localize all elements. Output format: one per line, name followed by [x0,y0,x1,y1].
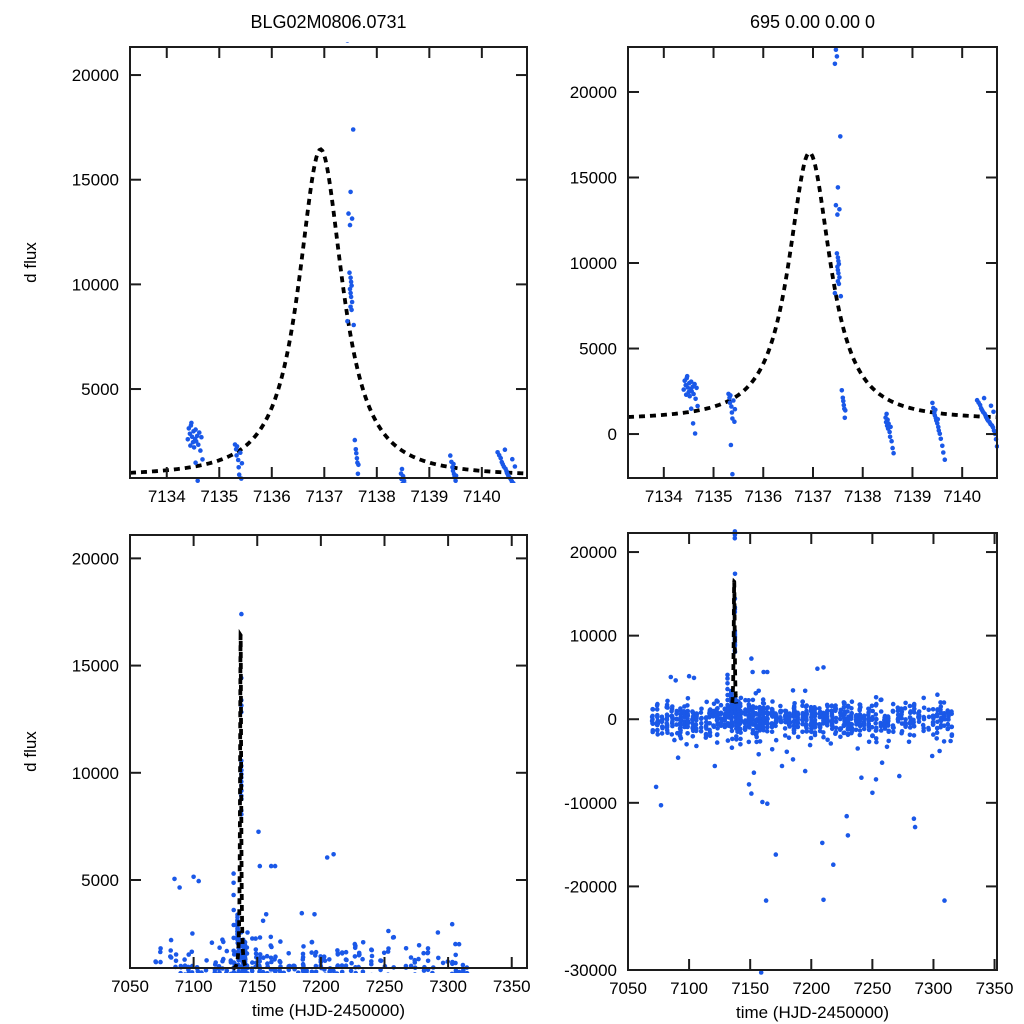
y-tick-label: 10000 [570,254,617,273]
tick-marks [627,533,997,971]
panel-top-right: 7134 7135 7136 7137 7138 7139 7140 0 5000 10000 15… [570,12,999,506]
x-tick-label: 7050 [111,977,149,996]
x-tick-label: 7350 [976,979,1014,998]
y-tick-label: 0 [608,425,617,444]
x-tick-label: 7140 [943,487,981,506]
x-tick-label: 7050 [609,979,647,998]
y-tick-label: 15000 [72,171,119,190]
y-axis-title: d flux [21,242,40,283]
panel-top-left: 7134 7135 7136 7137 7138 7139 7140 5000 10000 150… [21,12,528,506]
plot-area-bottom-right [649,529,955,975]
tick-marks [130,47,527,478]
y-tick-label: 20000 [570,543,617,562]
x-tick-label: 7137 [305,487,343,506]
x-tick-label: 7100 [175,977,213,996]
y-tick-label: 5000 [81,871,119,890]
tick-marks [129,535,527,968]
y-tick-label: 5000 [579,340,617,359]
y-tick-label: 0 [608,710,617,729]
x-tick-label: 7136 [253,487,291,506]
y-tick-label: 10000 [72,275,119,294]
noise-points [153,918,470,973]
x-tick-label: 7135 [695,487,733,506]
x-axis-title: time (HJD-2450000) [252,1001,405,1020]
plot-frame [129,46,528,479]
x-tick-label: 7150 [731,979,769,998]
y-tick-label: 10000 [570,627,617,646]
x-tick-label: 7135 [200,487,238,506]
x-tick-label: 7300 [915,979,953,998]
x-tick-label: 7136 [744,487,782,506]
plot-frame [627,532,998,971]
x-tick-label: 7137 [794,487,832,506]
panel-bottom-left: 7050 7100 7150 7200 7250 7300 7350 5000 10000 150… [21,534,531,1020]
model-curve [232,628,250,971]
plot-area-bottom-left [153,611,470,973]
x-tick-label: 7134 [148,487,186,506]
panel-title-top-right: 695 0.00 0.00 0 [750,12,875,32]
x-tick-label: 7139 [894,487,932,506]
y-tick-label: 20000 [72,549,119,568]
panel-bottom-right: 7050 7100 7150 7200 7250 7300 7350 -30000 -20000… [564,529,1013,1022]
y-tick-label: 10000 [72,764,119,783]
panel-title-top-left: BLG02M0806.0731 [250,12,406,32]
x-tick-label: 7350 [493,977,531,996]
y-tick-label: -10000 [564,794,617,813]
event-points [681,47,999,477]
y-tick-label: 20000 [570,83,617,102]
outliers-points [172,829,441,935]
model-curve [129,147,528,476]
outliers-points [653,656,953,975]
y-tick-label: -20000 [564,877,617,896]
y-axis-title: d flux [21,731,40,772]
y-tick-label: 5000 [81,380,119,399]
x-tick-label: 7250 [853,979,891,998]
x-tick-label: 7138 [844,487,882,506]
y-tick-label: 15000 [72,657,119,676]
x-tick-label: 7140 [463,487,501,506]
model-curve [730,577,739,704]
x-tick-label: 7100 [670,979,708,998]
x-tick-label: 7139 [410,487,448,506]
event-points [185,42,518,483]
tick-marks [628,47,997,478]
plot-area-top-right [627,47,999,477]
x-tick-label: 7300 [429,977,467,996]
noise-points [649,691,955,745]
x-tick-label: 7200 [792,979,830,998]
y-tick-label: 20000 [72,66,119,85]
plot-frame [129,534,528,969]
model-curve [627,150,998,420]
x-tick-label: 7250 [366,977,404,996]
x-tick-label: 7134 [645,487,683,506]
plot-area-top-left [129,42,528,483]
x-axis-title: time (HJD-2450000) [736,1003,889,1022]
y-tick-label: -30000 [564,961,617,980]
y-tick-label: 15000 [570,168,617,187]
event-points [725,529,742,742]
x-tick-label: 7150 [238,977,276,996]
x-tick-label: 7138 [358,487,396,506]
x-tick-label: 7200 [302,977,340,996]
